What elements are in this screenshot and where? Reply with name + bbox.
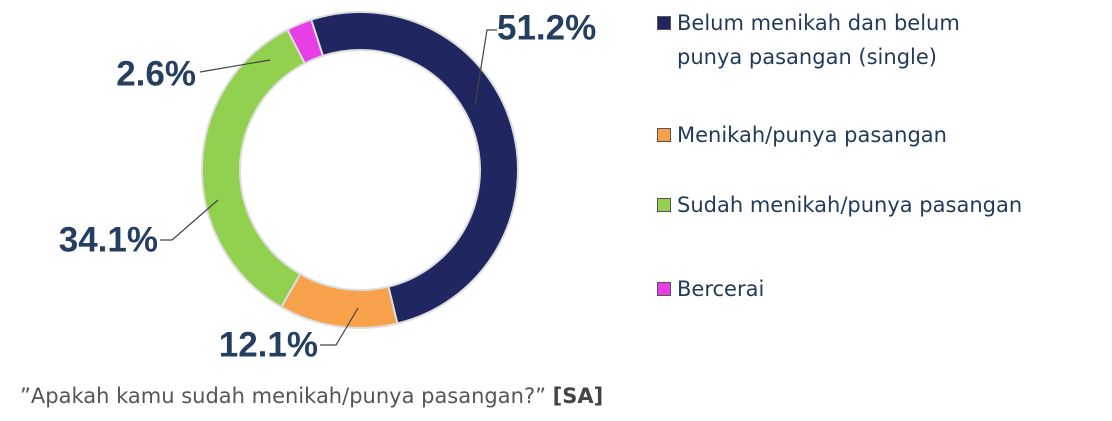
donut-slice (201, 28, 307, 309)
legend-item: Belum menikah dan belum punya pasangan (… (657, 6, 1007, 74)
legend-item: Sudah menikah/punya pasangan (657, 188, 1022, 222)
legend-label: Sudah menikah/punya pasangan (677, 193, 1023, 217)
leader-line (160, 199, 219, 241)
legend-swatch (657, 16, 671, 30)
legend-label: Menikah/punya pasangan (677, 123, 947, 147)
legend-label: Belum menikah dan belum punya pasangan (… (677, 11, 960, 69)
tag: [SA] (552, 384, 604, 408)
value-label: 51.2% (497, 8, 596, 47)
legend-item: Bercerai (657, 272, 764, 306)
leader-line (474, 29, 497, 106)
donut-slice (286, 18, 325, 65)
value-label: 2.6% (116, 54, 196, 93)
legend-label: Bercerai (677, 277, 765, 301)
value-label: 34.1% (59, 220, 158, 259)
donut-slice (279, 272, 399, 329)
footer: ”Apakah kamu sudah menikah/punya pasanga… (20, 384, 603, 408)
legend-item: Menikah/punya pasangan (657, 118, 947, 152)
value-label: 12.1% (219, 325, 318, 364)
leader-line (199, 59, 271, 73)
legend-swatch (657, 282, 671, 296)
question: ”Apakah kamu sudah menikah/punya pasanga… (20, 384, 546, 408)
legend-swatch (657, 198, 671, 212)
donut-slice (309, 11, 519, 325)
legend-swatch (657, 128, 671, 142)
leader-line (320, 307, 359, 346)
